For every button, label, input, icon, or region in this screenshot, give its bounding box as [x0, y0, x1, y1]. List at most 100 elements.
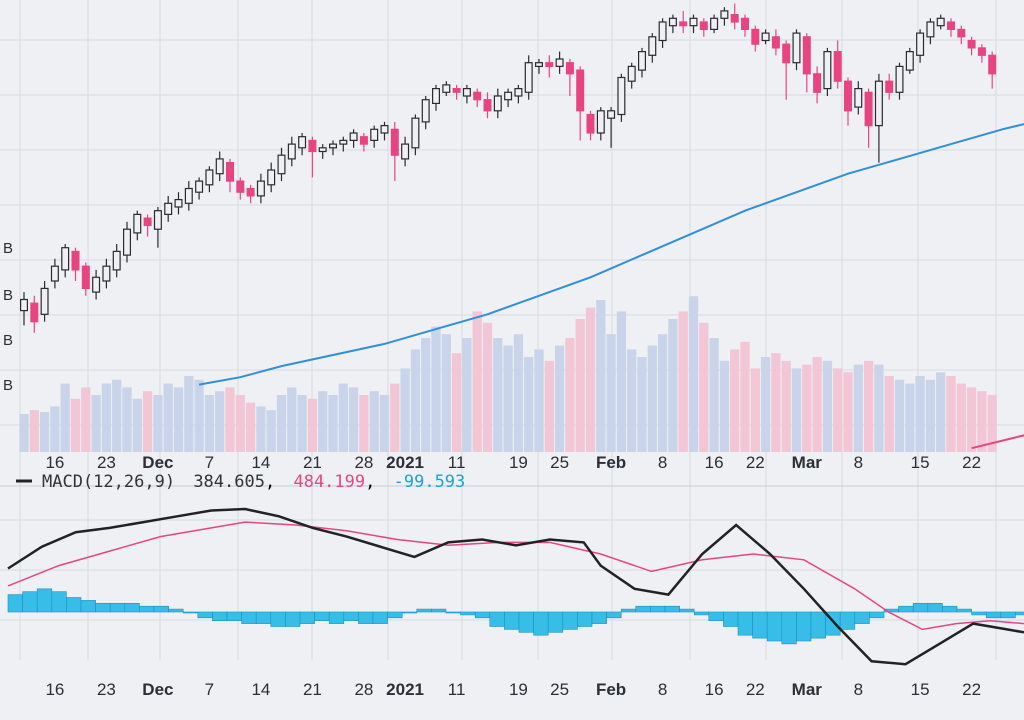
price-date-axis: 16 23 Dec 7 14 21 28 2021 11 19 25 Feb 8 16 22 Mar 8 15 22	[45, 453, 981, 472]
x-tick-label: 14	[251, 453, 270, 472]
macd-histogram-bar	[679, 608, 695, 613]
candle-up	[874, 80, 883, 127]
volume-bar	[163, 383, 173, 452]
x-tick-label: 25	[550, 680, 569, 699]
volume-bar	[946, 376, 956, 452]
volume-bar	[874, 364, 884, 452]
candle-down	[833, 50, 842, 82]
volume-bar	[627, 349, 637, 452]
candle-up	[20, 298, 28, 312]
volume-bar	[884, 376, 894, 452]
candle-up	[493, 95, 502, 112]
candle-up	[256, 180, 265, 197]
x-tick-label: Mar	[792, 680, 823, 699]
candle-up	[133, 213, 142, 234]
candle-up	[164, 202, 173, 216]
volume-bar	[390, 383, 400, 452]
macd-histogram-bar	[956, 608, 972, 613]
macd-histogram-bar	[7, 594, 23, 613]
macd-histogram-bar	[212, 611, 228, 621]
volume-bar	[637, 357, 647, 452]
macd-histogram-bar	[299, 611, 315, 624]
x-tick-label: Feb	[596, 680, 626, 699]
candle-down	[565, 62, 574, 75]
candle-up	[596, 110, 605, 134]
x-tick-label: 21	[303, 453, 322, 472]
macd-date-axis: 16 23 Dec 7 14 21 28 2021 11 19 25 Feb 8 16 22 Mar 8 15 22	[45, 680, 981, 699]
macd-histogram-bar	[985, 611, 1002, 619]
volume-bar	[39, 412, 50, 452]
x-tick-label: 11	[448, 680, 466, 699]
candle-up	[174, 199, 183, 208]
candle-down	[359, 136, 368, 145]
candle-down	[71, 250, 80, 271]
candle-up	[514, 87, 523, 97]
candle-down	[586, 113, 595, 134]
volume-bar	[853, 364, 863, 452]
x-tick-label: 2021	[386, 453, 424, 472]
candle-up	[329, 143, 337, 149]
volume-bar	[833, 368, 843, 452]
volume-bar	[215, 391, 225, 452]
macd-histogram-bar	[66, 597, 82, 613]
volume-bar	[70, 398, 81, 452]
volume-bar	[348, 387, 359, 452]
volume-bar	[338, 383, 348, 452]
candle-down	[741, 17, 749, 30]
volume-bar	[19, 414, 29, 452]
price-axis-label: B	[3, 240, 13, 257]
x-tick-label: 16	[705, 680, 724, 699]
x-tick-label: 8	[658, 680, 667, 699]
volume-bar	[513, 334, 524, 452]
macd-legend-name: MACD(12,26,9)	[42, 472, 175, 492]
price-axis-label: B	[3, 287, 13, 304]
macd-histogram-bar	[270, 611, 286, 627]
volume-bar	[132, 398, 142, 452]
volume-bar	[699, 322, 709, 452]
volume-bar	[616, 311, 627, 452]
candle-up	[617, 76, 626, 116]
macd-histogram-bar	[562, 611, 578, 630]
volume-bar	[410, 349, 421, 452]
volume-bar	[781, 360, 791, 452]
macd-histogram-bar	[664, 605, 680, 613]
candle-up	[50, 265, 59, 282]
candle-down	[751, 28, 760, 45]
volume-bar	[91, 395, 101, 452]
candle-up	[524, 62, 533, 93]
macd-histogram-bar	[474, 611, 491, 619]
volume-bar	[894, 379, 905, 452]
volume-bar	[925, 379, 936, 452]
candle-up	[318, 147, 327, 153]
macd-histogram-bar	[504, 611, 520, 630]
candle-up	[504, 91, 513, 101]
volume-bar	[822, 360, 833, 452]
volume-bar	[359, 395, 369, 452]
x-tick-label: 8	[658, 453, 667, 472]
x-tick-label: 15	[911, 680, 930, 699]
macd-legend-value: 384.605	[193, 472, 265, 492]
x-tick-label: 7	[205, 680, 214, 699]
macd-histogram-bar	[241, 611, 257, 624]
x-tick-label: 28	[354, 680, 373, 699]
volume-bar	[60, 383, 70, 452]
macd-histogram-bar	[708, 611, 724, 621]
x-tick-label: 7	[205, 453, 214, 472]
volume-bar	[585, 307, 596, 452]
x-tick-label: 14	[251, 680, 270, 699]
volume-bar	[431, 326, 441, 452]
candle-up	[535, 62, 543, 68]
volume-bar	[101, 383, 112, 452]
macd-histogram-bar	[606, 611, 622, 619]
volume-bar	[472, 311, 482, 452]
volume-bar	[575, 319, 585, 452]
macd-histogram-bar	[1000, 611, 1016, 619]
candle-up	[905, 50, 914, 71]
macd-legend: MACD(12,26,9) 384.605, 484.199, -99.593	[16, 472, 465, 492]
macd-histogram-bar	[358, 611, 374, 624]
volume-bar	[719, 360, 730, 452]
macd-histogram-bar	[723, 611, 739, 627]
candle-up	[205, 169, 214, 186]
macd-histogram-bar	[226, 611, 242, 621]
macd-histogram-bar	[620, 608, 637, 613]
